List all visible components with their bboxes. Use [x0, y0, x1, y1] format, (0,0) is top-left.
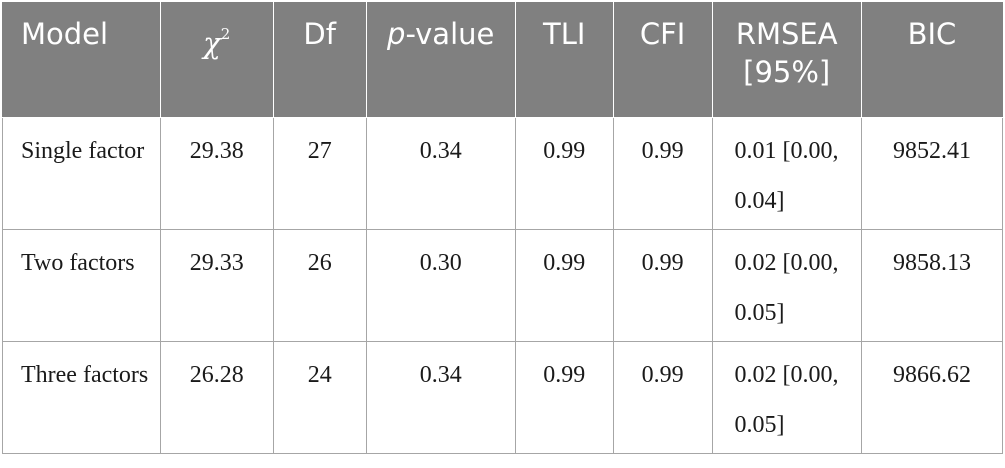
table-row: Single factor 29.38 27 0.34 0.99 0.99 0.… [2, 117, 1004, 230]
table-body: Single factor 29.38 27 0.34 0.99 0.99 0.… [2, 117, 1004, 454]
table-row: Three factors 26.28 24 0.34 0.99 0.99 0.… [2, 341, 1004, 454]
cell-chi-square: 26.28 [159, 341, 274, 454]
model-fit-table: Model χ2 Df p-value TLI CFI RMSEA [95%] … [2, 2, 1004, 454]
header-p-letter: p [387, 17, 406, 51]
cell-p-value: 0.30 [365, 229, 516, 342]
cell-cfi: 0.99 [612, 229, 713, 342]
cell-df: 27 [272, 117, 367, 230]
header-model: Model [2, 2, 161, 118]
header-tli: TLI [514, 2, 614, 118]
header-chi-square: χ2 [159, 2, 274, 118]
header-chi-superscript: 2 [220, 25, 231, 43]
header-row: Model χ2 Df p-value TLI CFI RMSEA [95%] … [2, 2, 1004, 118]
cell-model: Two factors [2, 229, 161, 342]
table-header: Model χ2 Df p-value TLI CFI RMSEA [95%] … [2, 2, 1004, 118]
header-p-value: p-value [365, 2, 516, 118]
cell-bic: 9858.13 [860, 229, 1004, 342]
cell-df: 26 [272, 229, 367, 342]
header-bic: BIC [860, 2, 1004, 118]
cell-cfi: 0.99 [612, 117, 713, 230]
cell-chi-square: 29.33 [159, 229, 274, 342]
cell-model: Single factor [2, 117, 161, 230]
header-rmsea: RMSEA [95%] [711, 2, 862, 118]
header-cfi: CFI [612, 2, 713, 118]
cell-bic: 9866.62 [860, 341, 1004, 454]
cell-df: 24 [272, 341, 367, 454]
table-row: Two factors 29.33 26 0.30 0.99 0.99 0.02… [2, 229, 1004, 342]
cell-tli: 0.99 [514, 229, 614, 342]
header-chi-symbol: χ [203, 26, 221, 60]
cell-p-value: 0.34 [365, 117, 516, 230]
cell-tli: 0.99 [514, 117, 614, 230]
cell-cfi: 0.99 [612, 341, 713, 454]
cell-bic: 9852.41 [860, 117, 1004, 230]
cell-model: Three factors [2, 341, 161, 454]
cell-chi-square: 29.38 [159, 117, 274, 230]
header-df: Df [272, 2, 367, 118]
cell-rmsea: 0.02 [0.00, 0.05] [711, 229, 862, 342]
cell-rmsea: 0.02 [0.00, 0.05] [711, 341, 862, 454]
header-p-rest: -value [405, 17, 495, 51]
cell-rmsea: 0.01 [0.00, 0.04] [711, 117, 862, 230]
cell-tli: 0.99 [514, 341, 614, 454]
cell-p-value: 0.34 [365, 341, 516, 454]
